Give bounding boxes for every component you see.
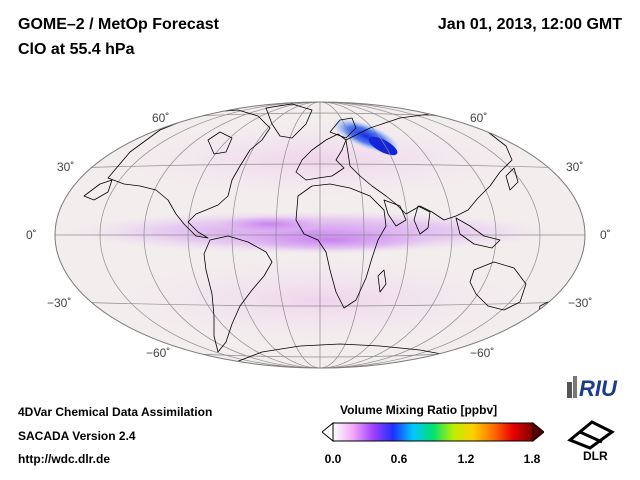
coast-arabia-india [383,199,431,235]
meridian-90 [187,102,453,368]
coast-south-america [203,235,273,353]
lat-label-left-60n: 60˚ [152,111,170,125]
colorbar-tick-1: 0.6 [390,452,408,466]
coast-greenland [265,103,313,139]
colorbar-scale [332,422,534,442]
coast-scandinavia [329,117,357,139]
lat-label-right-60s: −60˚ [470,346,495,360]
lat-label-right-30s: −30˚ [568,296,593,310]
colorbar-max-arrow [532,422,544,442]
footer-url[interactable]: http://wdc.dlr.de [18,452,110,466]
colorbar-tick-3: 1.8 [523,452,541,466]
coast-australia [469,261,527,311]
colorbar-tick-0: 0.0 [324,452,342,466]
lat-label-right-0: 0˚ [600,228,611,242]
lat-label-left-0: 0˚ [26,228,37,242]
coast-southeast-asia [455,217,501,249]
meridian-30 [275,102,365,368]
dlr-logo-shape [567,420,615,450]
lat-label-left-30s: −30˚ [47,296,72,310]
lat-label-left-60s: −60˚ [146,346,171,360]
coast-madagascar [377,269,387,293]
tropical-band-west [210,215,330,233]
meridian-120 [143,102,497,368]
meridian-60 [231,102,409,368]
dlr-logo-text: DLR [583,449,608,463]
map-field [55,102,585,368]
colorbar-min-arrow [322,422,334,442]
lat-label-right-30n: 30˚ [566,160,584,174]
forecast-datetime: Jan 01, 2013, 12:00 GMT [437,16,622,33]
dlr-logo-mark [567,420,615,450]
world-map [54,101,586,369]
riu-logo-bar-2 [573,376,577,398]
lat-label-right-60n: 60˚ [470,111,488,125]
coast-japan [505,167,519,191]
lat-label-left-30n: 30˚ [57,160,75,174]
coast-africa [295,183,387,309]
coast-hudson-bay [207,131,233,155]
riu-logo-bar-1 [567,382,572,398]
colorbar-title: Volume Mixing Ratio [ppbv] [340,403,498,417]
coast-europe [295,133,347,181]
footer-version: SACADA Version 2.4 [18,429,136,443]
riu-logo: RIU [567,376,618,401]
coast-alaska [83,179,113,201]
colorbar-tick-2: 1.2 [457,452,475,466]
species-subtitle: ClO at 55.4 hPa [18,41,135,58]
arctic-patch-core [368,136,398,156]
colorbar [322,422,544,442]
graticule [55,102,585,368]
map-title: GOME–2 / MetOp Forecast [18,16,219,33]
meridian-150 [99,102,541,368]
footer-method: 4DVar Chemical Data Assimilation [18,405,213,419]
globe-outline [54,101,586,369]
riu-logo-text: RIU [579,376,618,401]
